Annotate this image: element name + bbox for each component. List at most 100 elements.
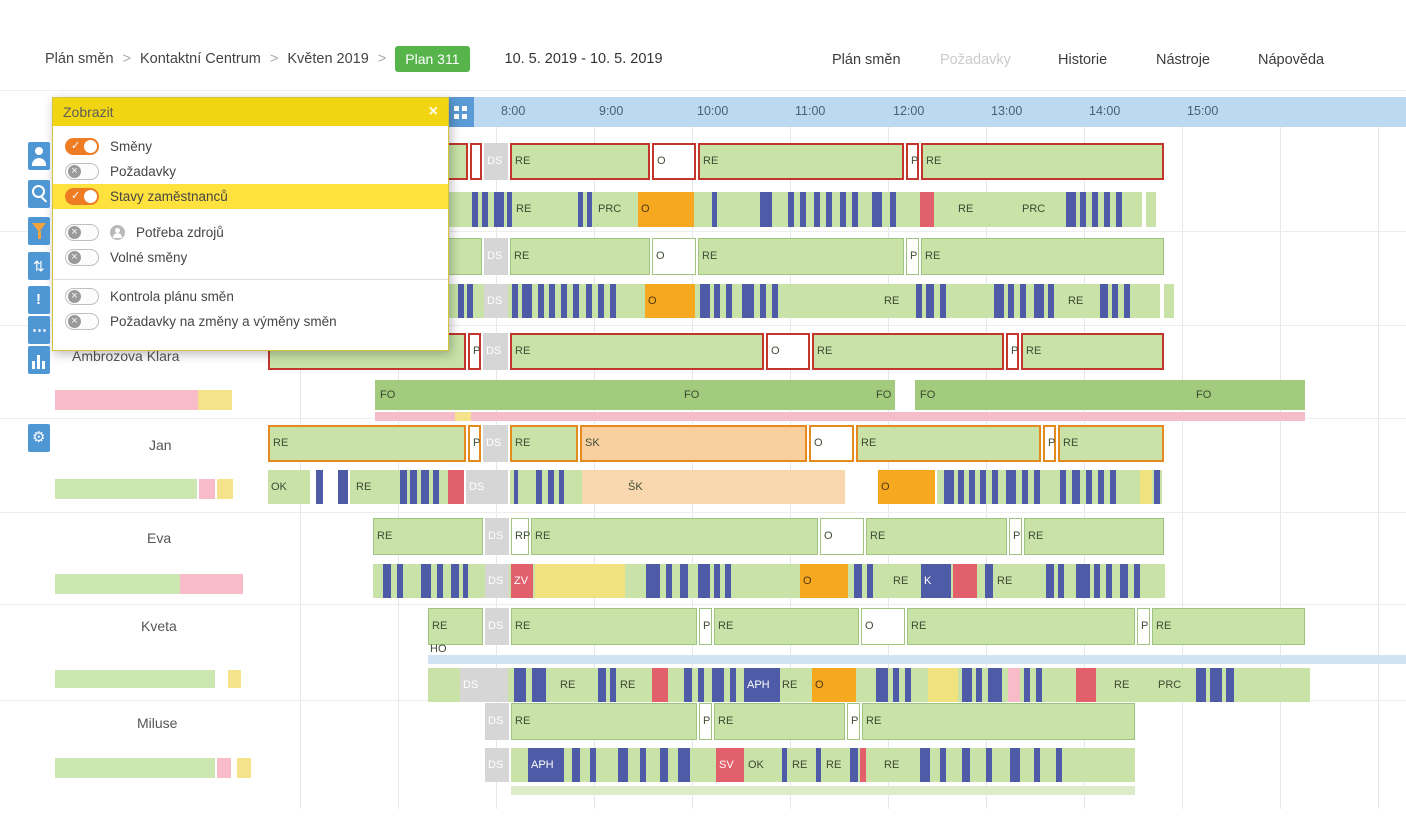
state-segment[interactable] — [535, 564, 625, 598]
state-segment[interactable]: O — [638, 192, 694, 227]
close-icon[interactable]: × — [428, 103, 438, 120]
menu-pozadavky[interactable]: Požadavky — [940, 52, 1011, 68]
menu-plan-smen[interactable]: Plán směn — [832, 52, 901, 68]
shift-segment-ds[interactable]: DS — [483, 333, 508, 370]
shift-bar[interactable]: P — [1009, 518, 1022, 555]
more-icon[interactable] — [28, 316, 50, 344]
menu-napoveda[interactable]: Nápověda — [1258, 52, 1325, 68]
filter-icon[interactable] — [28, 217, 50, 245]
state-segment[interactable]: O — [812, 668, 856, 702]
state-segment[interactable] — [448, 470, 464, 504]
shift-bar[interactable]: RE — [921, 238, 1164, 275]
state-segment[interactable]: ZV — [511, 564, 533, 598]
toggle-on-icon[interactable] — [65, 188, 99, 205]
employee-name[interactable]: Miluse — [137, 715, 178, 731]
shift-bar[interactable]: SK — [580, 425, 807, 462]
shift-bar[interactable]: RE — [510, 333, 764, 370]
toggle-off-icon[interactable] — [65, 249, 99, 266]
chart-icon[interactable] — [28, 346, 50, 374]
shift-bar[interactable]: RE — [373, 518, 483, 555]
shift-bar[interactable]: O — [652, 143, 696, 180]
shift-bar[interactable]: RE — [714, 703, 845, 740]
vacation-bar[interactable] — [915, 380, 1305, 410]
state-segment[interactable] — [1076, 668, 1096, 702]
state-segment[interactable] — [652, 668, 668, 702]
shift-bar[interactable]: O — [861, 608, 905, 645]
toggle-off-icon[interactable] — [65, 224, 99, 241]
calendar-grid-icon[interactable] — [447, 97, 474, 127]
shift-bar[interactable]: P — [1043, 425, 1056, 462]
alert-icon[interactable] — [28, 286, 50, 314]
shift-bar[interactable]: RE — [921, 143, 1164, 180]
breadcrumb-kontaktni-centrum[interactable]: Kontaktní Centrum — [139, 51, 261, 67]
plan-badge[interactable]: Plan 311 — [395, 46, 470, 72]
shift-bar[interactable]: RE — [1058, 425, 1164, 462]
shift-bar[interactable]: RE — [511, 608, 697, 645]
shift-bar[interactable]: O — [809, 425, 854, 462]
popup-option[interactable]: Požadavky na změny a výměny směn — [53, 309, 448, 334]
employee-name[interactable]: Kveta — [141, 618, 177, 634]
shift-bar[interactable]: O — [766, 333, 810, 370]
shift-bar[interactable]: RE — [866, 518, 1007, 555]
shift-bar[interactable]: P — [468, 425, 481, 462]
shift-segment-ds[interactable]: DS — [483, 425, 508, 462]
shift-bar[interactable]: RE — [812, 333, 1004, 370]
state-segment[interactable] — [582, 470, 845, 504]
shift-bar[interactable]: P — [468, 333, 481, 370]
shift-segment-ds[interactable]: DS — [484, 284, 508, 318]
shift-bar[interactable]: RE — [1152, 608, 1305, 645]
shift-bar[interactable]: RP — [511, 518, 530, 555]
shift-segment-ds[interactable]: DS — [485, 748, 509, 782]
state-segment[interactable] — [953, 564, 977, 598]
shift-bar[interactable]: RE — [510, 425, 578, 462]
toggle-off-icon[interactable] — [65, 288, 99, 305]
state-segment[interactable]: APH — [744, 668, 780, 702]
vacation-bar[interactable] — [375, 380, 895, 410]
popup-option[interactable]: Volné směny — [53, 245, 448, 270]
search-icon[interactable] — [28, 180, 50, 208]
sort-icon[interactable] — [28, 252, 50, 280]
shift-bar[interactable]: P — [847, 703, 860, 740]
shift-bar[interactable]: RE — [907, 608, 1135, 645]
state-segment[interactable] — [928, 668, 958, 702]
shift-bar[interactable]: RE — [698, 238, 904, 275]
shift-segment-ds[interactable]: DS — [485, 703, 509, 740]
shift-segment-ds[interactable]: DS — [485, 564, 509, 598]
shift-bar[interactable]: RE — [531, 518, 818, 555]
shift-bar[interactable]: RE — [510, 143, 650, 180]
shift-segment-ds[interactable]: DS — [484, 143, 508, 180]
shift-segment-ds[interactable]: DS — [485, 518, 509, 555]
employee-name[interactable]: Jan — [149, 437, 172, 453]
state-segment[interactable]: SV — [716, 748, 744, 782]
employee-name[interactable]: Eva — [147, 530, 172, 546]
state-segment[interactable]: O — [645, 284, 695, 318]
state-segment[interactable]: APH — [528, 748, 564, 782]
shift-bar[interactable]: RE — [511, 703, 697, 740]
state-segment[interactable]: O — [800, 564, 848, 598]
shift-bar[interactable]: RE — [510, 238, 650, 275]
shift-bar[interactable]: P — [906, 238, 919, 275]
shift-segment-ds[interactable]: DS — [460, 668, 508, 702]
shift-segment-ds[interactable]: DS — [485, 608, 509, 645]
popup-option[interactable]: Kontrola plánu směn — [53, 284, 448, 309]
state-segment[interactable] — [860, 748, 866, 782]
state-segment[interactable] — [920, 192, 934, 227]
breadcrumb-plan-smen[interactable]: Plán směn — [45, 51, 114, 67]
menu-historie[interactable]: Historie — [1058, 52, 1108, 68]
shift-bar[interactable]: RE — [714, 608, 859, 645]
shift-bar[interactable]: RE — [862, 703, 1135, 740]
shift-bar[interactable]: P — [699, 608, 712, 645]
popup-option[interactable]: Potřeba zdrojů — [53, 220, 448, 245]
shift-segment-ds[interactable]: DS — [484, 238, 508, 275]
breadcrumb-kveten-2019[interactable]: Květen 2019 — [287, 51, 369, 67]
toggle-on-icon[interactable] — [65, 138, 99, 155]
shift-bar[interactable]: O — [820, 518, 864, 555]
state-segment[interactable] — [1140, 470, 1152, 504]
menu-nastroje[interactable]: Nástroje — [1156, 52, 1210, 68]
shift-bar[interactable]: RE — [428, 608, 483, 645]
shift-bar[interactable]: RE — [1024, 518, 1164, 555]
shift-bar[interactable]: RE — [856, 425, 1041, 462]
user-icon[interactable] — [28, 142, 50, 170]
shift-bar[interactable]: P — [699, 703, 712, 740]
state-segment[interactable]: O — [878, 470, 935, 504]
